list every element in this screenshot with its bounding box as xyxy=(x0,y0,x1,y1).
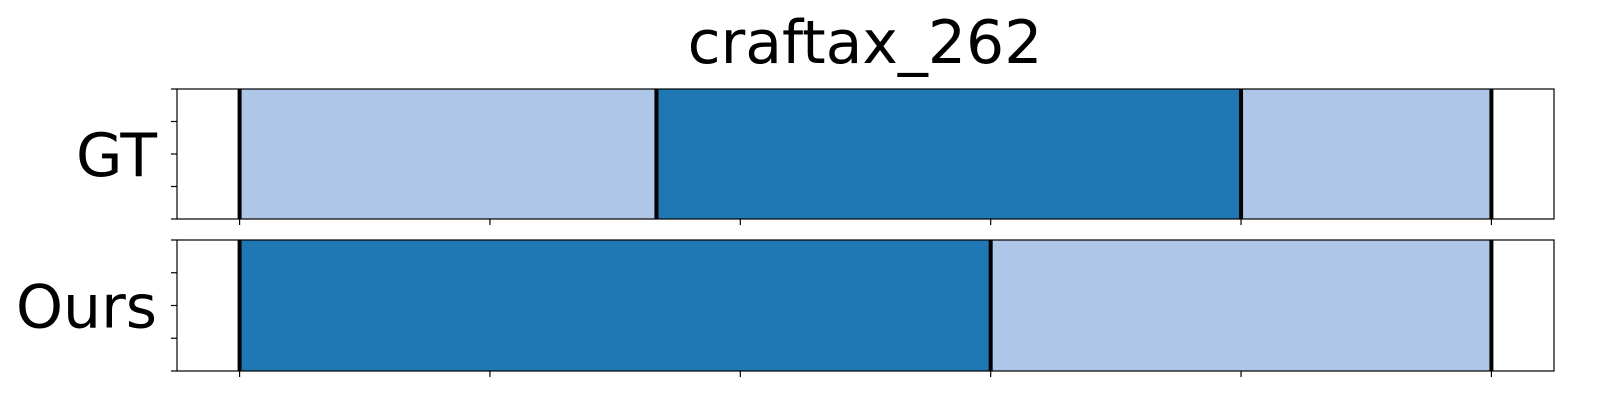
rows-layer: GT Ours xyxy=(16,88,1555,377)
row-label-0: GT xyxy=(76,121,157,191)
segment-1-0 xyxy=(239,240,991,371)
segment-0-2 xyxy=(1241,89,1492,219)
segment-1-1 xyxy=(990,240,1492,371)
row-1: Ours xyxy=(16,239,1555,372)
chart-title: craftax_262 xyxy=(688,8,1043,78)
segment-0-0 xyxy=(239,89,657,219)
row-0: GT xyxy=(76,88,1555,220)
segment-0-1 xyxy=(656,89,1242,219)
row-label-1: Ours xyxy=(16,273,157,343)
